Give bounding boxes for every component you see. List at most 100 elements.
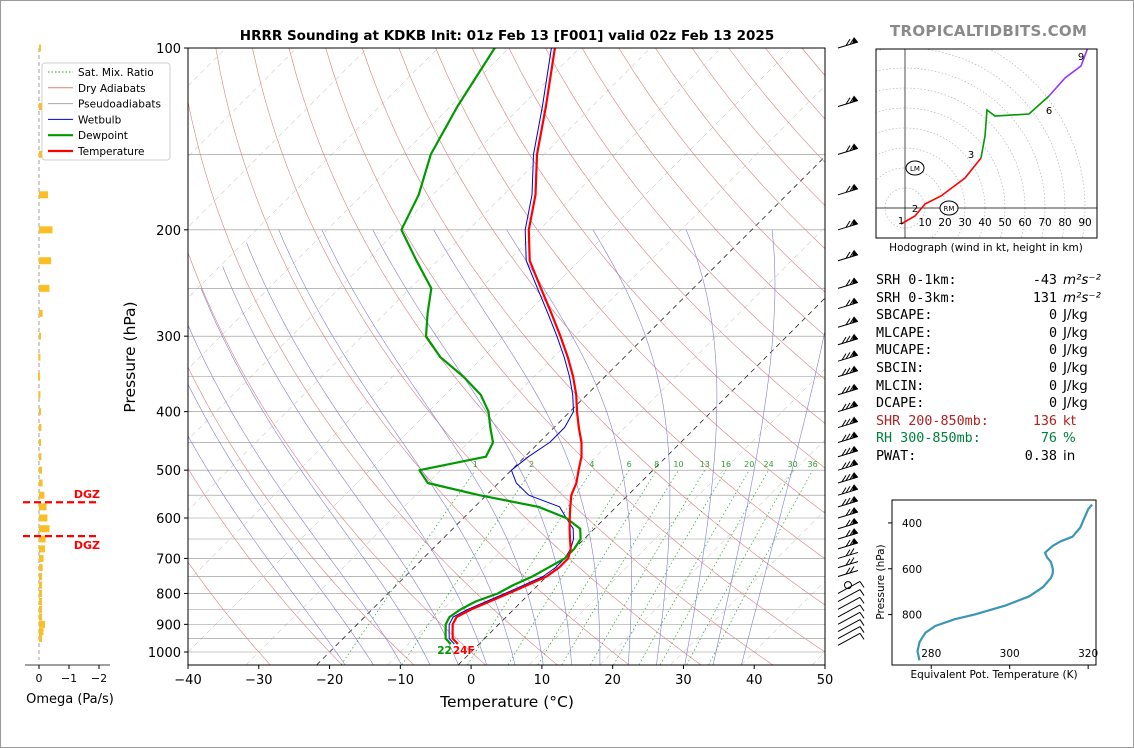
isotherm-line [599,439,825,665]
barb-feather [845,367,851,375]
barb-feather [849,298,855,306]
dry-adiabat-line [188,100,558,665]
param-row: MLCAPE: 0 J/kg [876,325,1101,343]
param-row: RH 300-850mb: 76% [876,430,1101,448]
param-value: 0 [1048,325,1057,341]
omega-bar [39,466,42,474]
mixing-ratio-line [507,470,630,665]
wind-barb [837,557,859,569]
wind-barb [837,527,859,540]
param-unit: m²s⁻² [1063,290,1101,306]
hodograph-panel: 12 3 6 9 LM RM 10 20 30 40 50 60 70 80 90 [875,48,1098,239]
barb-feather [849,507,855,515]
mixing-ratio-line [638,470,750,665]
mixing-ratio-line [590,470,705,665]
legend-label: Wetbulb [78,114,122,126]
chart-title: HRRR Sounding at KDKB Init: 01z Feb 13 [… [240,28,774,44]
storm-motion-label: RM [944,205,955,213]
omega-bar [39,564,43,572]
wind-barb [837,471,859,484]
wind-barb [837,589,865,602]
hodograph-caption: Hodograph (wind in kt, height in km) [889,242,1083,254]
y-tick-label: 500 [156,464,181,479]
barb-feather [849,278,855,286]
omega-bar [39,589,42,597]
theta-e-ylabel: Pressure (hPa) [875,544,887,619]
barb-feather [849,334,855,342]
wind-barb [837,350,859,362]
barb-feather [845,318,851,326]
param-label: MUCAPE: [876,343,933,359]
param-value: 76 [1040,431,1057,447]
omega-bar [39,491,45,499]
param-value: -43 [1032,273,1057,288]
brand-watermark: TROPICALTIDBITS.COM [890,22,1088,40]
wind-barb [844,581,852,590]
barb-feather [841,368,847,376]
omega-bar [39,408,41,416]
barb-feather [849,96,855,104]
theta-e-panel: 280 300 320 400 600 800 [888,499,1098,669]
pseudoadiabat-line [741,329,825,665]
hodograph-height-label: 1 [898,216,904,227]
omega-xlabel: Omega (Pa/s) [26,692,114,707]
param-label: MLCIN: [876,378,925,394]
pseudoadiabat-line [188,324,402,665]
skewt-tick-labels: −40 −30 −20 −10 0 10 20 30 40 50 100 200 300 400 500 60… [148,42,833,688]
barb-shaft [837,632,861,646]
theta-e-y-tick-label: 800 [902,610,922,622]
wind-barb [837,619,865,632]
barb-feather [849,472,855,480]
surface-temp-label: 24F [453,645,475,657]
hodograph-ring-label: 50 [998,217,1011,229]
barb-feather [845,539,851,547]
mixing-ratio-line [401,470,532,665]
barb-shaft [837,589,861,602]
x-tick-label: 20 [604,673,621,688]
omega-bar [39,525,50,533]
param-value: 0.38 [1024,448,1057,464]
isotherm-line [188,48,722,582]
wind-barb [837,484,859,496]
omega-bar [39,628,44,636]
omega-bar [39,581,42,589]
barb-feather [849,184,855,192]
barb-feather [845,220,851,228]
param-unit: J/kg [1063,308,1088,324]
dgz-label: DGZ [74,488,100,501]
theta-e-y-tick-label: 400 [902,518,922,530]
barb-feather [849,446,855,454]
wind-barb [837,581,865,594]
wind-barb [837,596,865,610]
hodograph-ring-label: 20 [938,217,951,229]
y-tick-label: 100 [156,42,181,57]
theta-e-x-tick-label: 320 [1078,648,1098,660]
barb-feather [859,597,865,604]
barb-shaft [837,596,861,610]
param-row: MUCAPE: 0 J/kg [876,342,1101,360]
x-tick-label: −10 [387,673,414,688]
barb-feather [845,486,851,494]
omega-bar [39,424,42,432]
isotherm-line [528,368,825,665]
param-row: MLCIN: 0 J/kg [876,378,1101,396]
mixing-ratio-label: 13 [700,460,710,469]
param-unit: J/kg [1063,343,1088,359]
mixing-ratio-line [659,470,769,665]
omega-bar [39,257,51,265]
omega-panel: 0 −1 −2 DGZ DGZ [23,44,110,685]
y-tick-label: 600 [156,512,181,527]
wind-barb [837,333,859,346]
param-value: 0 [1048,343,1057,359]
wind-barb [837,611,865,625]
isotherm-line [188,48,580,441]
wind-barb [837,632,865,646]
omega-bar [39,479,43,487]
theta-e-x-tick-label: 300 [1000,648,1020,660]
wind-barb [837,626,865,639]
hodograph-segment [1048,49,1088,97]
barb-feather [845,145,851,153]
storm-motion-label: LM [910,165,920,173]
omega-bar [39,635,42,643]
isotherm-line [188,48,793,653]
